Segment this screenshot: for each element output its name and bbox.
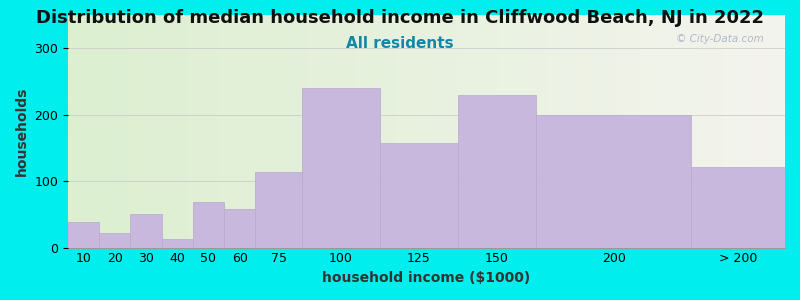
Bar — [130, 214, 162, 248]
Bar — [458, 95, 536, 247]
Bar — [536, 115, 691, 248]
Bar — [380, 142, 458, 248]
Text: All residents: All residents — [346, 36, 454, 51]
Bar — [99, 233, 130, 247]
Bar — [302, 88, 380, 247]
Bar — [691, 167, 785, 248]
Text: Distribution of median household income in Cliffwood Beach, NJ in 2022: Distribution of median household income … — [36, 9, 764, 27]
Bar — [68, 222, 99, 248]
Bar — [162, 239, 193, 248]
X-axis label: household income ($1000): household income ($1000) — [322, 271, 530, 285]
Bar — [193, 202, 224, 247]
Y-axis label: households: households — [15, 87, 29, 176]
Bar — [224, 209, 255, 248]
Bar — [255, 172, 302, 248]
Text: © City-Data.com: © City-Data.com — [676, 34, 763, 44]
